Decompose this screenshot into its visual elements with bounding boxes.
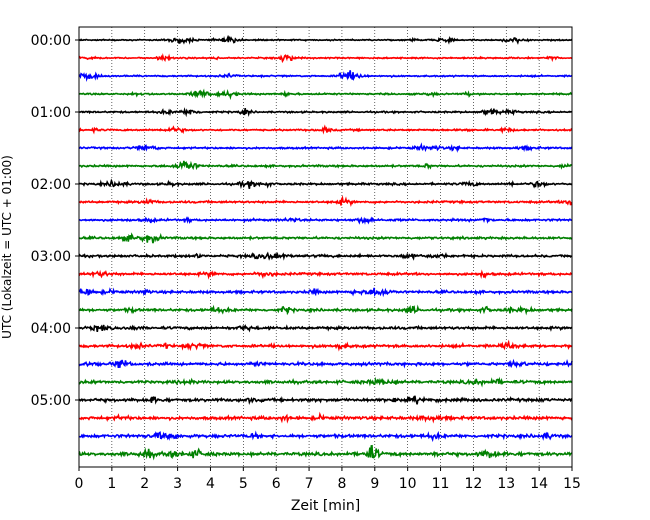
seismic-trace-0215 bbox=[78, 195, 573, 207]
x-tick-label: 13 bbox=[497, 476, 515, 492]
x-tick-label: 2 bbox=[140, 476, 149, 492]
seismic-trace-0315 bbox=[78, 269, 573, 280]
x-tick-label: 12 bbox=[464, 476, 482, 492]
seismic-trace-0400 bbox=[78, 324, 573, 333]
x-tick-label: 8 bbox=[337, 476, 346, 492]
seismic-trace-0230 bbox=[78, 216, 573, 225]
x-tick-label: 0 bbox=[75, 476, 84, 492]
seismic-trace-0030 bbox=[78, 70, 573, 83]
seismic-trace-0330 bbox=[78, 287, 572, 298]
x-tick-label: 3 bbox=[173, 476, 182, 492]
plot-frame bbox=[78, 26, 573, 468]
x-axis-label: Zeit [min] bbox=[291, 498, 360, 514]
y-tick-label: 02:00 bbox=[31, 177, 71, 193]
x-tick-label: 14 bbox=[530, 476, 548, 492]
x-tick-label: 9 bbox=[370, 476, 379, 492]
seismic-trace-0145 bbox=[78, 160, 573, 171]
y-ticks: 00:00 01:00 02:00 03:00 04:00 05:00 bbox=[31, 33, 79, 409]
y-tick-label: 03:00 bbox=[31, 249, 71, 265]
seismic-trace-0430 bbox=[78, 358, 573, 369]
x-tick-label: 1 bbox=[107, 476, 116, 492]
x-ticks: 0 1 2 3 4 5 6 7 8 9 10 11 12 13 14 15 bbox=[75, 467, 581, 492]
seismic-trace-0415 bbox=[78, 339, 573, 352]
seismic-trace-0345 bbox=[78, 304, 573, 316]
grid-lines bbox=[111, 27, 540, 467]
seismic-trace-0545 bbox=[78, 444, 573, 461]
y-tick-label: 00:00 bbox=[31, 33, 71, 49]
seismic-trace-0445 bbox=[78, 376, 573, 388]
x-tick-label: 4 bbox=[206, 476, 215, 492]
x-tick-label: 7 bbox=[305, 476, 314, 492]
y-tick-label: 04:00 bbox=[31, 321, 71, 337]
seismic-trace-0200 bbox=[78, 178, 573, 190]
seismic-trace-0100 bbox=[78, 107, 573, 118]
x-tick-label: 11 bbox=[432, 476, 450, 492]
seismic-trace-0245 bbox=[78, 232, 573, 244]
traces bbox=[78, 34, 573, 461]
seismic-trace-0500 bbox=[78, 395, 573, 405]
x-tick-label: 10 bbox=[399, 476, 417, 492]
seismic-trace-0015 bbox=[78, 52, 573, 64]
y-tick-label: 05:00 bbox=[31, 393, 71, 409]
x-tick-label: 5 bbox=[239, 476, 248, 492]
x-tick-label: 6 bbox=[272, 476, 281, 492]
y-axis-label: UTC (Lokalzeit = UTC + 01:00) bbox=[0, 155, 14, 339]
seismic-trace-0515 bbox=[79, 411, 573, 424]
seismic-trace-0530 bbox=[79, 430, 573, 443]
seismic-trace-0045 bbox=[78, 88, 573, 101]
seismic-trace-0300 bbox=[78, 251, 573, 261]
seismic-trace-0000 bbox=[78, 34, 573, 45]
seismic-trace-0115 bbox=[78, 124, 573, 135]
y-tick-label: 01:00 bbox=[31, 105, 71, 121]
seismic-trace-0130 bbox=[79, 142, 573, 153]
x-tick-label: 15 bbox=[563, 476, 581, 492]
